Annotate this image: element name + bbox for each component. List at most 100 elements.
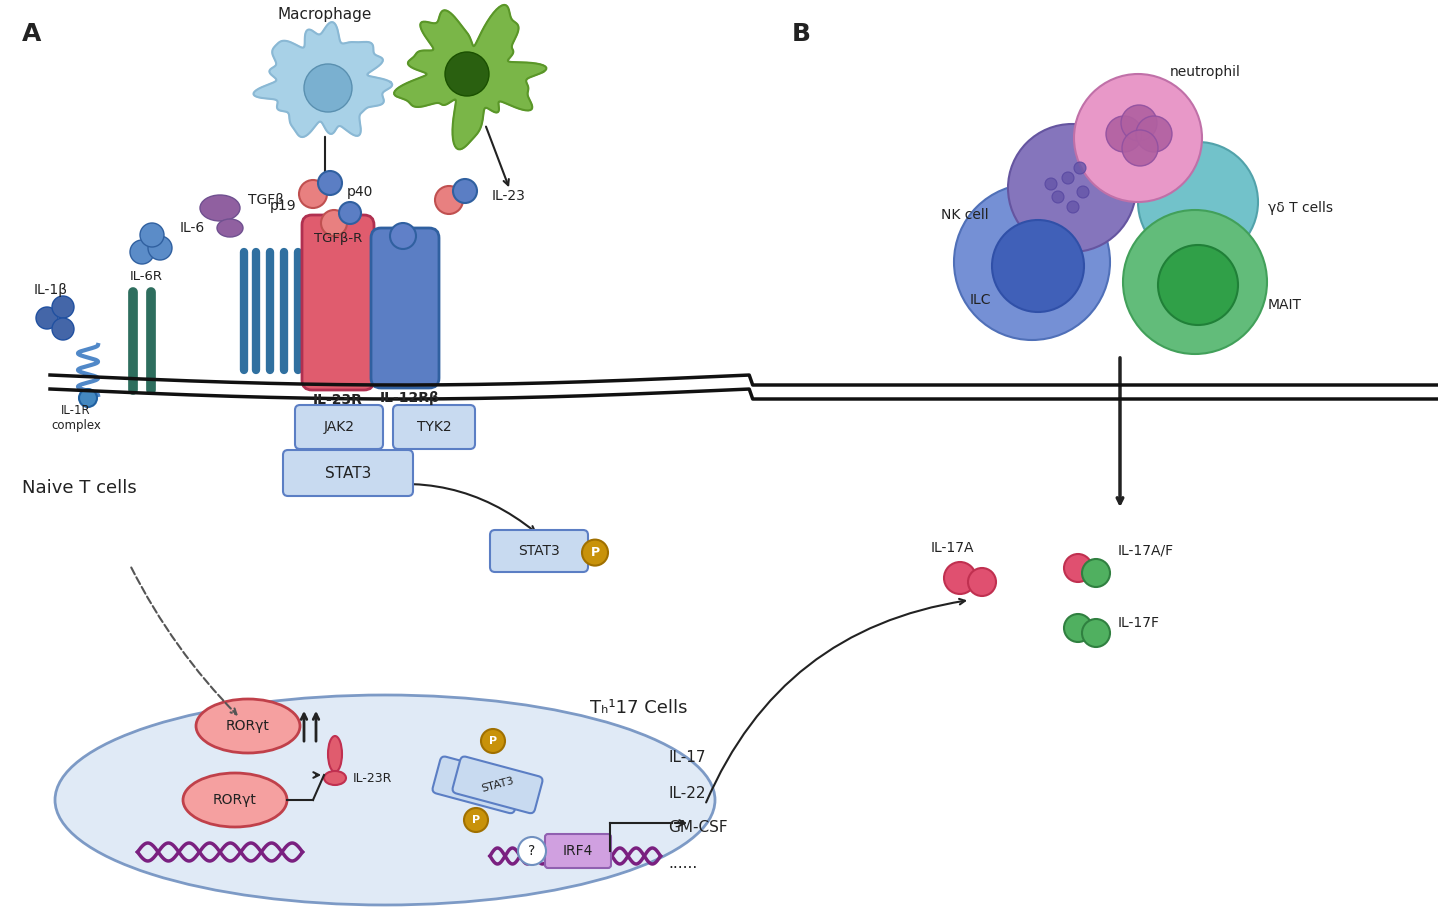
Circle shape bbox=[518, 837, 546, 865]
Text: IL-23R: IL-23R bbox=[352, 771, 393, 784]
Circle shape bbox=[1053, 191, 1064, 203]
Circle shape bbox=[1064, 614, 1091, 642]
Circle shape bbox=[968, 568, 997, 596]
Text: IL-17F: IL-17F bbox=[1117, 616, 1160, 630]
Circle shape bbox=[1122, 130, 1158, 166]
Circle shape bbox=[1063, 172, 1074, 184]
Text: TGFβ-R: TGFβ-R bbox=[313, 232, 362, 245]
Text: IL-22: IL-22 bbox=[669, 785, 706, 801]
FancyBboxPatch shape bbox=[295, 405, 383, 449]
Text: p19: p19 bbox=[270, 199, 296, 213]
Text: STAT3: STAT3 bbox=[480, 776, 515, 794]
Text: IL-12Rβ: IL-12Rβ bbox=[380, 391, 440, 405]
Text: TGFβ: TGFβ bbox=[247, 193, 283, 207]
Ellipse shape bbox=[328, 736, 342, 772]
Text: IL-6: IL-6 bbox=[180, 221, 206, 235]
Circle shape bbox=[148, 236, 173, 260]
Text: IL-17: IL-17 bbox=[669, 750, 706, 765]
Text: P: P bbox=[591, 546, 600, 559]
Text: IL-23: IL-23 bbox=[492, 189, 526, 203]
Circle shape bbox=[1008, 124, 1136, 252]
Text: P: P bbox=[472, 815, 480, 825]
FancyBboxPatch shape bbox=[433, 757, 522, 813]
Text: Dendritic Cells: Dendritic Cells bbox=[434, 0, 546, 2]
FancyBboxPatch shape bbox=[545, 834, 611, 868]
Circle shape bbox=[1081, 559, 1110, 587]
Circle shape bbox=[444, 52, 489, 96]
Text: GM-CSF: GM-CSF bbox=[669, 821, 728, 835]
Circle shape bbox=[1067, 201, 1078, 213]
Circle shape bbox=[1137, 142, 1258, 262]
Circle shape bbox=[1077, 186, 1089, 198]
Circle shape bbox=[1081, 619, 1110, 647]
Circle shape bbox=[1158, 245, 1238, 325]
Text: Naive T cells: Naive T cells bbox=[22, 479, 137, 497]
Text: A: A bbox=[22, 22, 42, 46]
FancyBboxPatch shape bbox=[490, 530, 588, 572]
Text: ?: ? bbox=[528, 844, 535, 858]
Text: JAK2: JAK2 bbox=[324, 420, 355, 434]
Text: ILC: ILC bbox=[969, 293, 991, 307]
Circle shape bbox=[1106, 116, 1142, 152]
Circle shape bbox=[299, 180, 326, 208]
Circle shape bbox=[139, 223, 164, 247]
Circle shape bbox=[582, 540, 608, 565]
Text: Tₕ¹17 Cells: Tₕ¹17 Cells bbox=[590, 699, 687, 717]
Ellipse shape bbox=[55, 695, 715, 905]
FancyBboxPatch shape bbox=[371, 228, 439, 388]
Circle shape bbox=[436, 186, 463, 214]
Text: B: B bbox=[792, 22, 811, 46]
Circle shape bbox=[1074, 74, 1202, 202]
Text: neutrophil: neutrophil bbox=[1171, 65, 1241, 79]
Circle shape bbox=[321, 210, 347, 236]
Text: IL-17A/F: IL-17A/F bbox=[1117, 543, 1173, 557]
FancyBboxPatch shape bbox=[283, 450, 413, 496]
Circle shape bbox=[79, 389, 96, 407]
Ellipse shape bbox=[200, 195, 240, 221]
FancyBboxPatch shape bbox=[302, 215, 374, 390]
Text: NK cell: NK cell bbox=[942, 208, 989, 222]
FancyBboxPatch shape bbox=[393, 405, 475, 449]
Text: p40: p40 bbox=[347, 185, 374, 199]
Text: STAT3: STAT3 bbox=[518, 544, 559, 558]
Text: RORγt: RORγt bbox=[213, 793, 257, 807]
Text: STAT3: STAT3 bbox=[460, 776, 496, 794]
Text: γδ T cells: γδ T cells bbox=[1268, 201, 1333, 215]
Circle shape bbox=[129, 240, 154, 264]
Text: IL-17A: IL-17A bbox=[930, 541, 974, 555]
Circle shape bbox=[1136, 116, 1172, 152]
Text: IRF4: IRF4 bbox=[562, 844, 594, 858]
Circle shape bbox=[52, 296, 73, 318]
Text: Macrophage: Macrophage bbox=[278, 6, 372, 22]
Circle shape bbox=[390, 223, 416, 249]
Polygon shape bbox=[253, 22, 393, 137]
Circle shape bbox=[339, 202, 361, 224]
Circle shape bbox=[1122, 105, 1158, 141]
Circle shape bbox=[1074, 162, 1086, 174]
Circle shape bbox=[453, 179, 477, 203]
Ellipse shape bbox=[217, 219, 243, 237]
Text: ......: ...... bbox=[669, 855, 697, 870]
Circle shape bbox=[1064, 554, 1091, 582]
Circle shape bbox=[318, 171, 342, 195]
Circle shape bbox=[36, 307, 58, 329]
Circle shape bbox=[953, 184, 1110, 340]
Text: IL-1R
complex: IL-1R complex bbox=[52, 404, 101, 432]
Ellipse shape bbox=[183, 773, 288, 827]
Circle shape bbox=[464, 808, 487, 832]
Text: TYK2: TYK2 bbox=[417, 420, 452, 434]
Text: IL-1β: IL-1β bbox=[35, 283, 68, 297]
Circle shape bbox=[1123, 210, 1267, 354]
Text: P: P bbox=[489, 736, 498, 746]
Ellipse shape bbox=[324, 771, 347, 785]
Ellipse shape bbox=[196, 699, 301, 753]
Circle shape bbox=[992, 220, 1084, 312]
Circle shape bbox=[1045, 178, 1057, 190]
FancyBboxPatch shape bbox=[453, 757, 542, 813]
Text: IL-23R: IL-23R bbox=[313, 393, 362, 407]
Text: RORγt: RORγt bbox=[226, 719, 270, 733]
Text: STAT3: STAT3 bbox=[325, 466, 371, 480]
Circle shape bbox=[303, 64, 352, 112]
Circle shape bbox=[480, 729, 505, 753]
Circle shape bbox=[943, 562, 976, 594]
